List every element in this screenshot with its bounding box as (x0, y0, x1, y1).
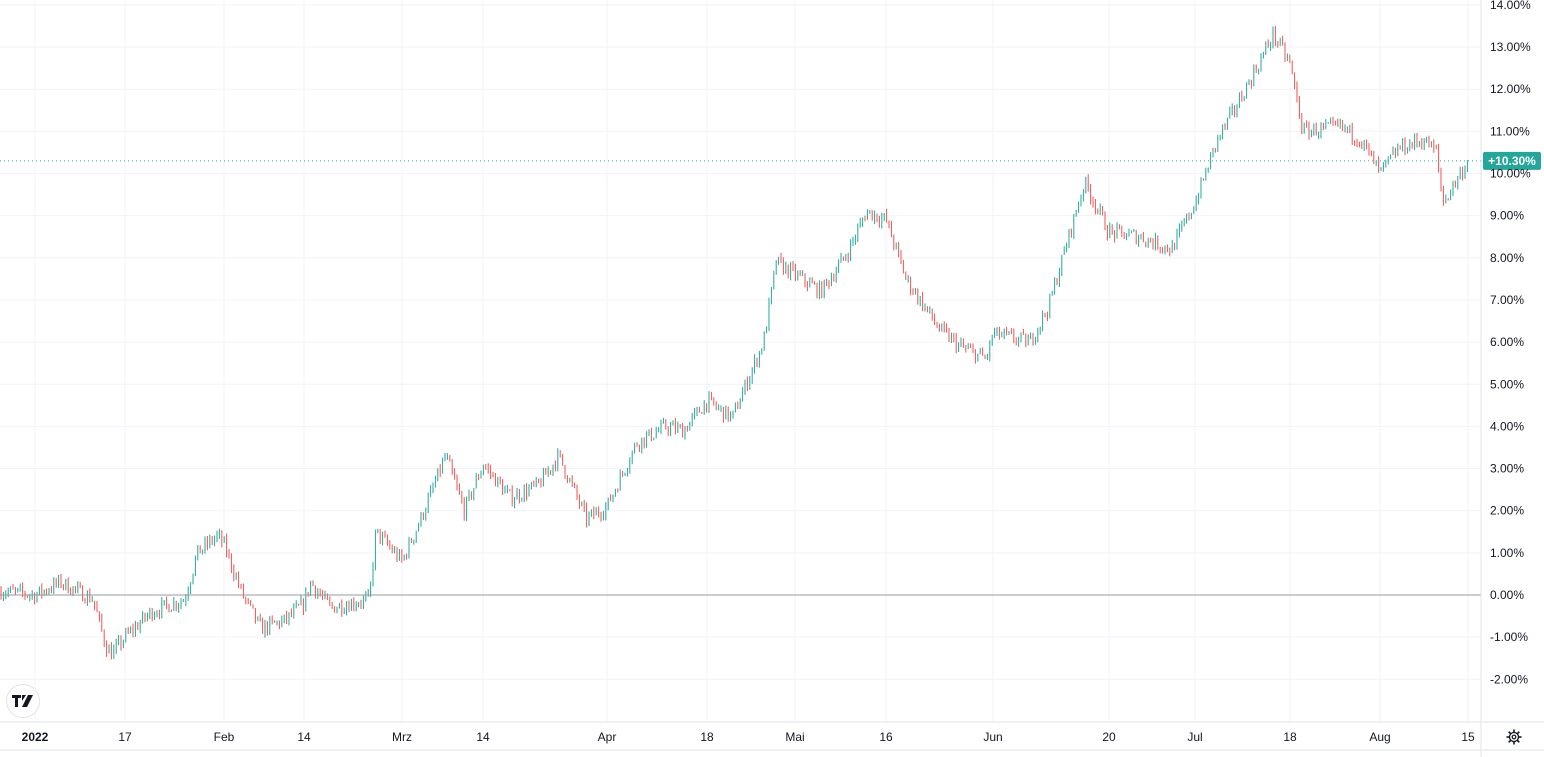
x-tick-label: Aug (1369, 730, 1390, 744)
x-tick-label: 16 (879, 730, 893, 744)
price-axis[interactable]: 14.00% 13.00% 12.00% 11.00% 10.00% 9.00% 8.00%… (1480, 0, 1531, 757)
x-tick-label: Mai (785, 730, 804, 744)
time-axis[interactable]: 2022 17 Feb 14 Mrz 14 Apr 18 Mai 16 Jun 20 Jul 18 Aug 1… (0, 721, 1544, 751)
x-tick-label: 14 (297, 730, 311, 744)
y-tick-label: 2.00% (1490, 504, 1524, 518)
y-tick-label: 0.00% (1490, 588, 1524, 602)
gear-icon[interactable] (1504, 727, 1524, 747)
y-tick-label: 1.00% (1490, 546, 1524, 560)
y-tick-label: 7.00% (1490, 293, 1524, 307)
y-tick-label: 14.00% (1490, 0, 1531, 12)
tradingview-logo[interactable] (6, 684, 40, 718)
x-tick-label: 20 (1102, 730, 1116, 744)
x-tick-label: Jul (1187, 730, 1202, 744)
overlay: +10.30% (0, 151, 1541, 596)
x-tick-label: 18 (700, 730, 714, 744)
candles (0, 26, 1468, 660)
y-tick-label: 6.00% (1490, 335, 1524, 349)
y-tick-label: 11.00% (1490, 124, 1530, 138)
x-tick-label: 18 (1283, 730, 1297, 744)
x-tick-label: Mrz (392, 730, 412, 744)
y-tick-label: 10.00% (1490, 167, 1531, 181)
x-tick-label: Feb (214, 730, 235, 744)
y-tick-label: 5.00% (1490, 377, 1524, 391)
x-tick-label: 17 (118, 730, 132, 744)
y-tick-label: 3.00% (1490, 462, 1524, 476)
last-price-label: +10.30% (1488, 154, 1536, 168)
x-tick-label: 14 (476, 730, 490, 744)
x-tick-label: Jun (983, 730, 1002, 744)
y-tick-label: 4.00% (1490, 419, 1524, 433)
grid (0, 0, 1481, 722)
y-tick-label: -1.00% (1490, 630, 1528, 644)
y-tick-label: -2.00% (1490, 672, 1528, 686)
y-tick-label: 12.00% (1490, 82, 1531, 96)
y-tick-label: 9.00% (1490, 209, 1524, 223)
y-tick-label: 8.00% (1490, 251, 1524, 265)
x-tick-label: 15 (1461, 730, 1475, 744)
last-price-badge (1483, 151, 1541, 170)
x-tick-label: 2022 (22, 730, 49, 744)
y-tick-label: 13.00% (1490, 40, 1531, 54)
x-tick-label: Apr (598, 730, 617, 744)
